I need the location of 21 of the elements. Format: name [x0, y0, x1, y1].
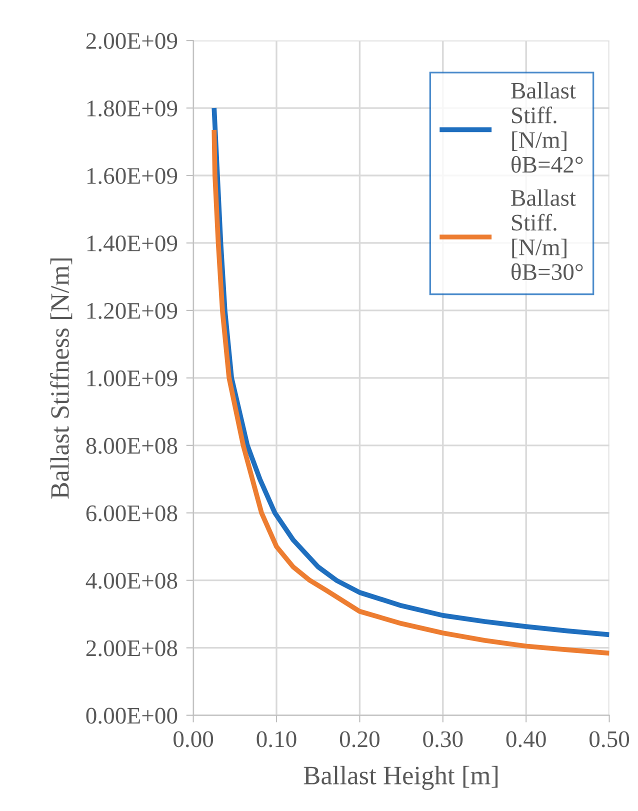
y-tick-label: 1.40E+09	[87, 235, 178, 252]
y-tick-label: 2.00E+09	[86, 33, 178, 50]
y-tick-label: 8.00E+08	[86, 438, 178, 454]
x-tick-label: 0.50	[590, 731, 630, 748]
legend-label: Ballast Stiff. [N/m] θB=42°	[511, 82, 583, 173]
y-tick-label: 1.00E+09	[87, 370, 178, 386]
y-tick-label: 0.00E+00	[86, 708, 178, 724]
y-tick-label: 2.00E+08	[86, 640, 178, 656]
x-tick-label: 0.10	[256, 731, 296, 748]
y-axis-title: Ballast Stiffness [N/m]	[50, 258, 72, 499]
y-tick-label: 1.80E+09	[87, 100, 178, 117]
y-tick-label: 1.20E+09	[87, 302, 178, 319]
y-tick-label: 4.00E+08	[86, 572, 178, 589]
x-tick-label: 0.20	[340, 731, 380, 748]
y-tick-label: 1.60E+09	[87, 168, 178, 184]
legend-label: Ballast Stiff. [N/m] θB=30°	[511, 189, 583, 280]
y-tick-label: 6.00E+08	[86, 505, 178, 522]
x-axis-title: Ballast Height [m]	[304, 766, 498, 790]
x-tick-label: 0.00	[174, 731, 214, 748]
x-tick-label: 0.30	[423, 731, 463, 748]
x-tick-label: 0.40	[506, 731, 546, 748]
